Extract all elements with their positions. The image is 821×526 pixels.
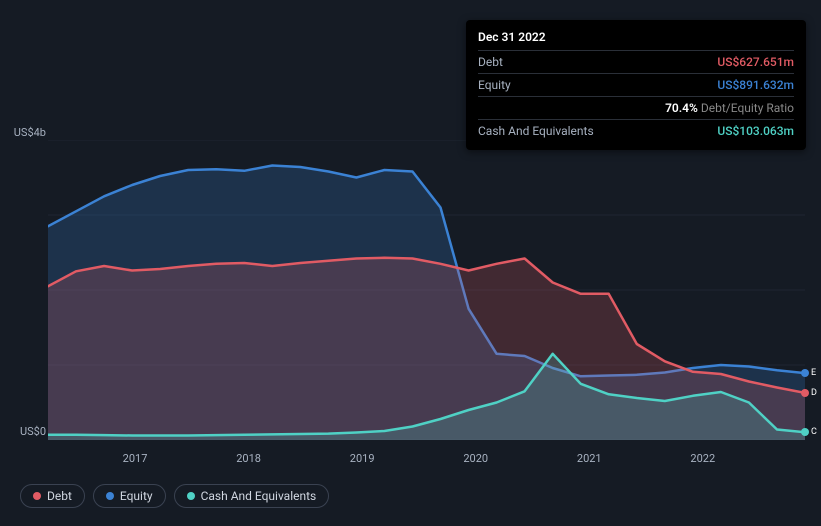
tooltip-date: Dec 31 2022 [478,28,794,46]
chart-legend: Debt Equity Cash And Equivalents [20,484,329,508]
tooltip-ratio-pct: 70.4% [665,101,698,115]
chart-tooltip: Dec 31 2022 Debt US$627.651m Equity US$891.… [466,20,806,150]
tooltip-row: Equity US$891.632m [478,73,794,96]
series-end-marker-label: D [811,388,817,398]
tooltip-value: US$103.063m [717,122,794,140]
tooltip-label: Equity [478,76,511,94]
legend-item-cash-and-equivalents[interactable]: Cash And Equivalents [174,484,330,508]
tooltip-value: US$627.651m [717,53,794,71]
legend-label: Equity [120,489,153,503]
legend-item-debt[interactable]: Debt [20,484,85,508]
y-axis-max-label: US$4b [0,126,46,139]
legend-label: Debt [47,489,72,503]
area-chart [48,140,805,440]
x-axis-label: 2017 [123,452,148,465]
series-end-marker-equity [801,369,809,377]
tooltip-value: US$891.632m [717,76,794,94]
tooltip-row: 70.4% Debt/Equity Ratio [478,96,794,119]
legend-dot-icon [33,492,41,500]
tooltip-ratio-label: Debt/Equity Ratio [698,101,794,115]
legend-dot-icon [106,492,114,500]
x-axis-label: 2018 [236,452,261,465]
x-axis-label: 2019 [350,452,375,465]
tooltip-label: Cash And Equivalents [478,122,594,140]
series-end-marker-label: E [811,368,816,378]
series-end-marker-debt [801,389,809,397]
tooltip-row: Cash And Equivalents US$103.063m [478,119,794,142]
series-end-marker-cash-and-equivalents [801,428,809,436]
x-axis-label: 2022 [690,452,715,465]
tooltip-label: Debt [478,53,503,71]
x-axis-label: 2021 [577,452,602,465]
legend-item-equity[interactable]: Equity [93,484,166,508]
legend-dot-icon [187,492,195,500]
legend-label: Cash And Equivalents [201,489,317,503]
tooltip-row: Debt US$627.651m [478,50,794,73]
series-end-marker-label: C [811,427,817,437]
x-axis-label: 2020 [463,452,488,465]
y-axis-min-label: US$0 [0,425,46,438]
